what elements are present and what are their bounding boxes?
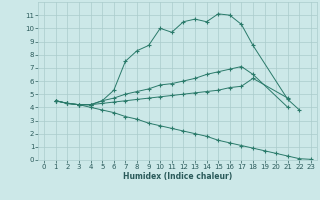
X-axis label: Humidex (Indice chaleur): Humidex (Indice chaleur) [123,172,232,181]
